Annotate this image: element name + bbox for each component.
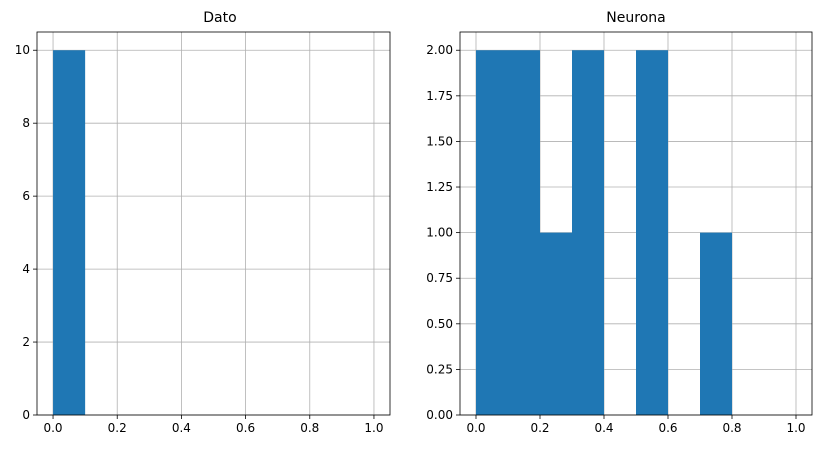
neurona-y-tick-label: 0.50 bbox=[426, 317, 453, 331]
neurona-histogram-bar bbox=[476, 50, 508, 415]
neurona-y-tick-label: 0.00 bbox=[426, 408, 453, 422]
dato-y-tick-label: 10 bbox=[15, 43, 30, 57]
neurona-histogram-bar bbox=[508, 50, 540, 415]
dato-histogram-panel: 0.0 0.2 0.4 0.6 0.8 1.0 0 2 4 6 8 10 Dato bbox=[15, 10, 391, 435]
neurona-y-tick-label: 2.00 bbox=[426, 43, 453, 57]
neurona-axes-frame bbox=[459, 31, 813, 416]
neurona-histogram-bar bbox=[540, 232, 572, 415]
neurona-x-tick-label: 0.0 bbox=[466, 421, 485, 435]
dato-histogram-bar bbox=[53, 50, 86, 415]
neurona-x-tick-label: 0.4 bbox=[594, 421, 613, 435]
neurona-y-tick-label: 0.75 bbox=[426, 271, 453, 285]
neurona-x-tick-label: 1.0 bbox=[786, 421, 805, 435]
neurona-histogram-panel: 0.0 0.2 0.4 0.6 0.8 1.0 0.00 0.25 0.50 0.75 1.00 1.… bbox=[426, 10, 813, 435]
neurona-y-tick-label: 1.75 bbox=[426, 89, 453, 103]
neurona-y-tick-label: 0.25 bbox=[426, 362, 453, 376]
neurona-title: Neurona bbox=[606, 10, 665, 26]
dato-axes-frame bbox=[36, 31, 391, 416]
dato-x-tick-label: 0.2 bbox=[108, 421, 127, 435]
neurona-histogram-bar bbox=[636, 50, 668, 415]
dato-x-tick-label: 0.6 bbox=[236, 421, 255, 435]
dato-x-tick-label: 0.0 bbox=[43, 421, 62, 435]
dato-x-tick-label: 1.0 bbox=[364, 421, 383, 435]
neurona-x-tick-label: 0.6 bbox=[658, 421, 677, 435]
dato-title: Dato bbox=[203, 10, 236, 26]
dato-y-tick-label: 8 bbox=[22, 116, 30, 130]
neurona-y-tick-label: 1.25 bbox=[426, 180, 453, 194]
dato-y-tick-label: 4 bbox=[22, 262, 30, 276]
neurona-histogram-bar bbox=[700, 232, 732, 415]
neurona-x-tick-label: 0.8 bbox=[722, 421, 741, 435]
neurona-y-tick-label: 1.00 bbox=[426, 226, 453, 240]
dato-x-tick-label: 0.4 bbox=[172, 421, 191, 435]
dato-y-tick-label: 6 bbox=[22, 189, 30, 203]
neurona-y-tick-label: 1.50 bbox=[426, 134, 453, 148]
dato-y-tick-label: 0 bbox=[22, 408, 30, 422]
dato-x-tick-label: 0.8 bbox=[300, 421, 319, 435]
neurona-x-tick-label: 0.2 bbox=[530, 421, 549, 435]
dato-y-tick-label: 2 bbox=[22, 335, 30, 349]
neurona-histogram-bar bbox=[572, 50, 604, 415]
